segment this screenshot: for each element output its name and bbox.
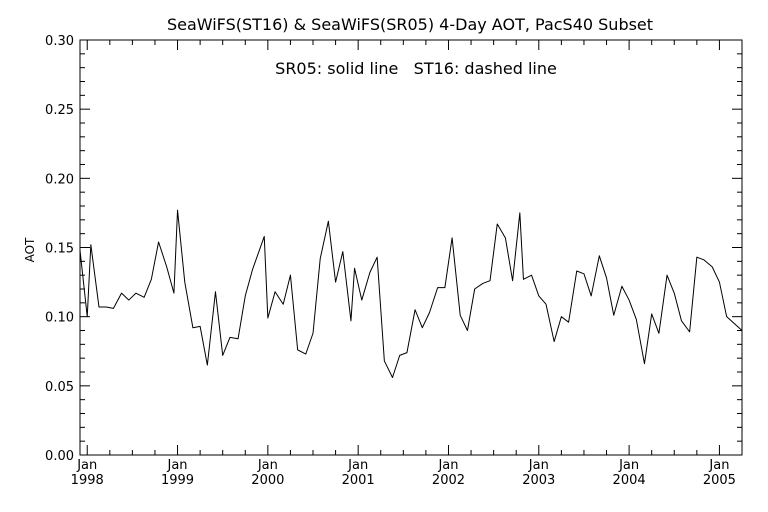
series-layer	[79, 209, 743, 379]
x-axis: Jan1998Jan1999Jan2000Jan2001Jan2002Jan20…	[71, 40, 743, 488]
x-tick-year-label: 2004	[613, 473, 646, 488]
x-tick-year-label: 1999	[161, 473, 194, 488]
x-tick-year-label: 2000	[251, 473, 284, 488]
x-tick-year-label: 2005	[703, 473, 736, 488]
x-tick-month-label: Jan	[167, 458, 188, 473]
y-tick-label: 0.00	[45, 449, 74, 464]
x-tick-month-label: Jan	[76, 458, 97, 473]
y-tick-label: 0.15	[45, 242, 74, 257]
y-axis: 0.00 0.05 0.10 0.15 0.20 0.25 0.30	[45, 34, 742, 464]
y-tick-label: 0.30	[45, 34, 74, 49]
line-style-annotation: SR05: solid line ST16: dashed line	[275, 59, 557, 78]
x-tick-month-label: Jan	[708, 458, 729, 473]
chart-title: SeaWiFS(ST16) & SeaWiFS(SR05) 4-Day AOT,…	[167, 15, 653, 34]
x-tick-year-label: 2003	[522, 473, 555, 488]
plot-frame	[79, 39, 743, 456]
x-tick-year-label: 2002	[432, 473, 465, 488]
x-tick-month-label: Jan	[257, 458, 278, 473]
x-tick-year-label: 2001	[342, 473, 375, 488]
x-tick-year-label: 1998	[71, 473, 104, 488]
x-tick-month-label: Jan	[437, 458, 458, 473]
x-tick-month-label: Jan	[528, 458, 549, 473]
y-tick-label: 0.25	[45, 103, 74, 118]
y-tick-label: 0.05	[45, 380, 74, 395]
y-axis-label: AOT	[23, 237, 37, 262]
y-tick-label: 0.20	[45, 172, 74, 187]
y-tick-label: 0.10	[45, 311, 74, 326]
sr05-solid-line	[79, 209, 743, 379]
x-tick-month-label: Jan	[618, 458, 639, 473]
x-tick-month-label: Jan	[347, 458, 368, 473]
